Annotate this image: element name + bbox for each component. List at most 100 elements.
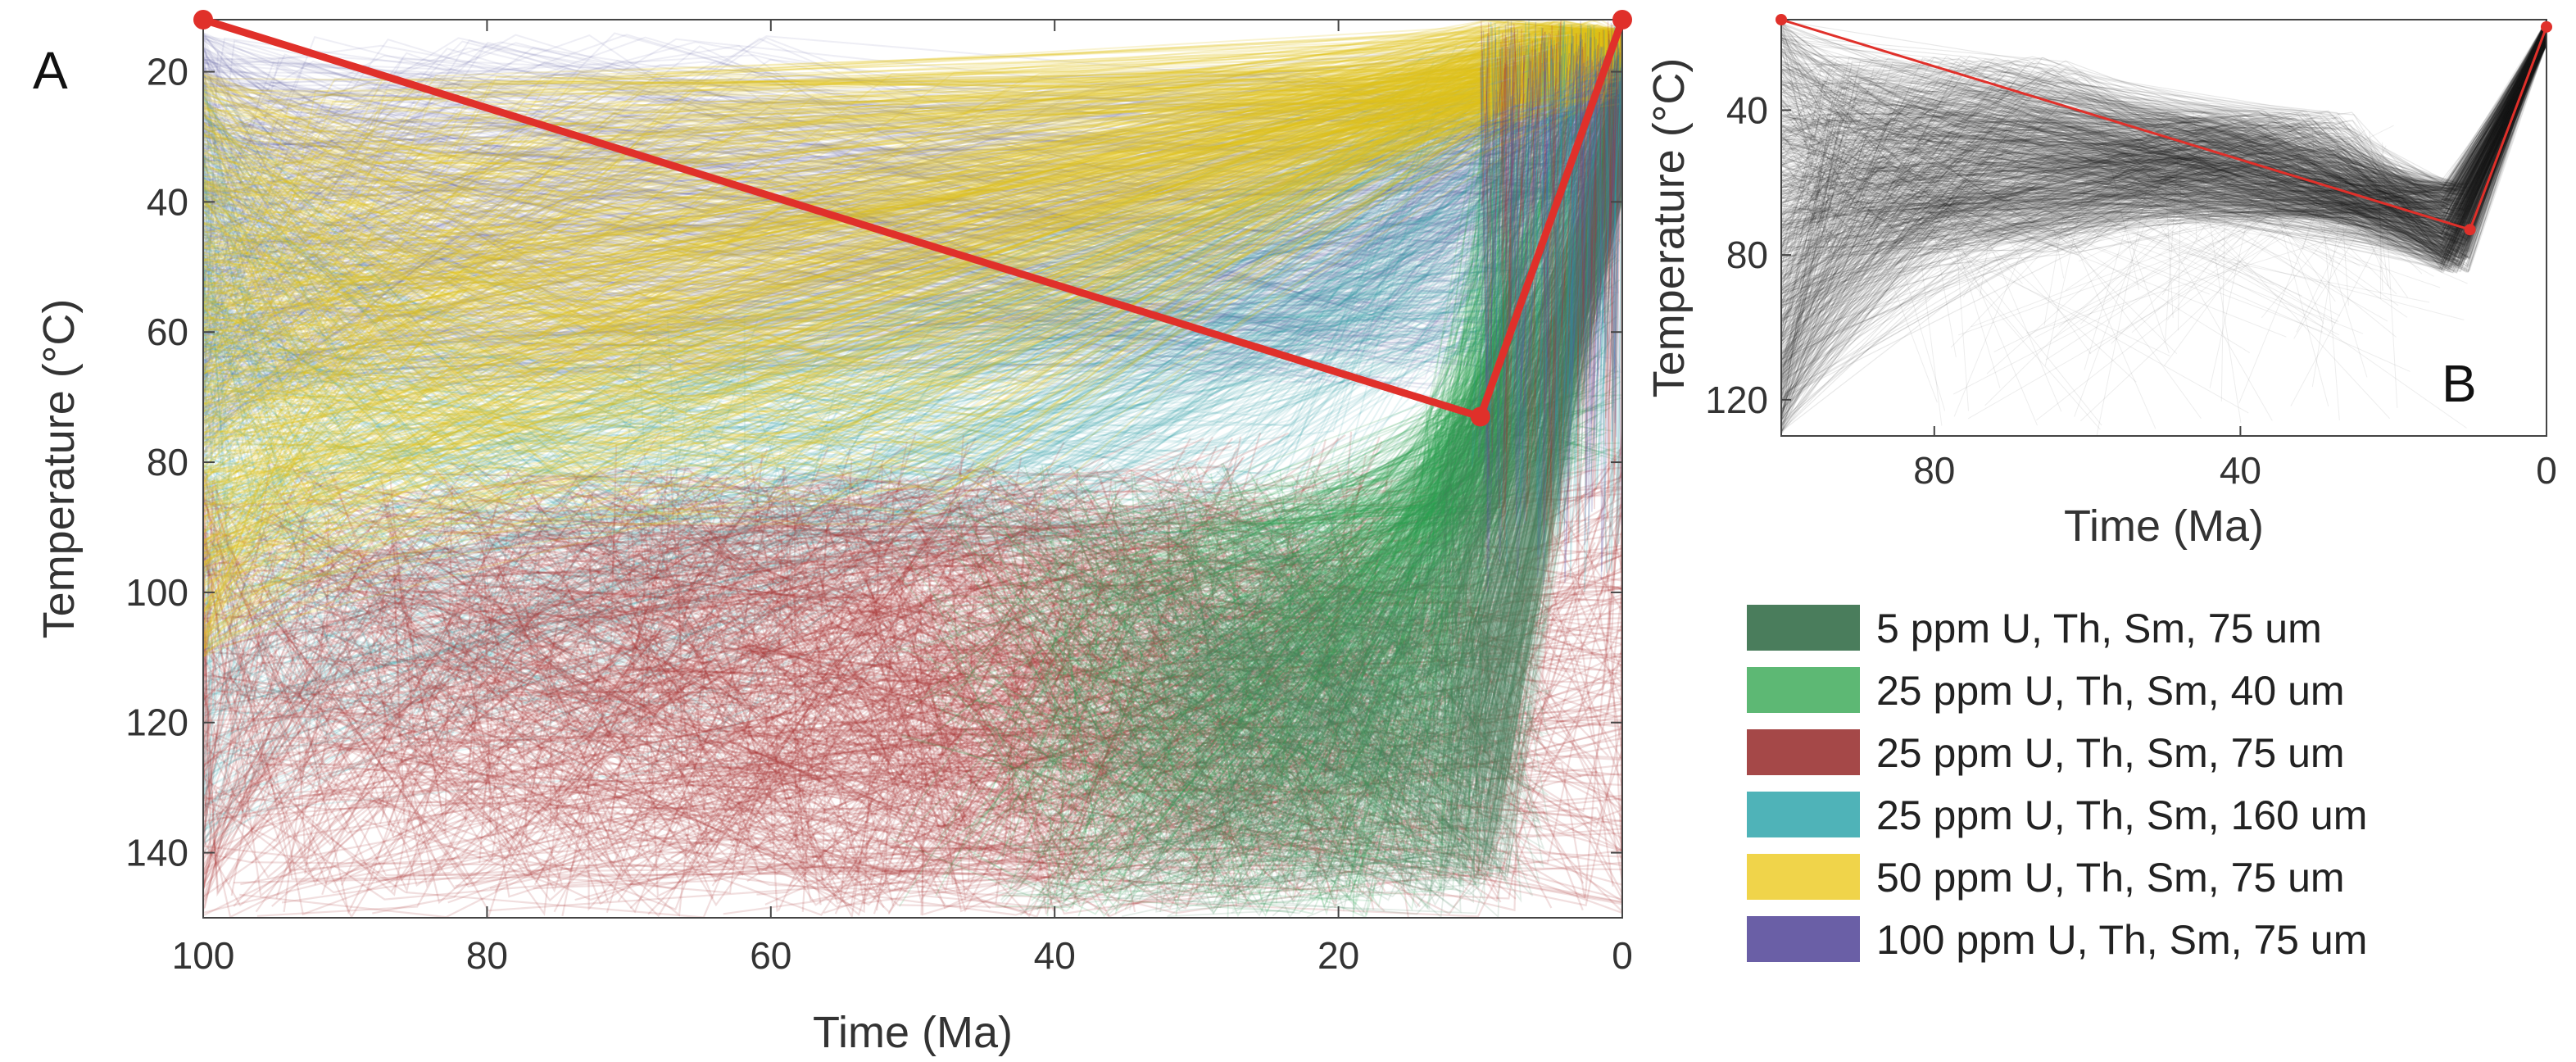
model-path [203,31,1622,346]
model-path [203,31,1622,328]
model-path [203,32,1622,273]
model-path [203,32,1622,202]
model-path [203,31,1622,385]
model-path [203,31,1622,398]
model-path [203,31,1622,414]
panel-a-xlabel: Time (Ma) [813,1008,1013,1057]
model-path [203,32,1622,329]
model-path [203,32,1622,197]
model-path [203,32,1622,372]
model-path [203,32,1622,297]
model-path [203,32,1622,208]
model-path [203,32,1622,257]
model-path [203,32,1622,424]
model-path [203,32,1622,346]
model-path [203,32,1622,246]
model-path [203,32,1622,388]
model-path [203,32,1622,411]
model-path [203,31,1622,216]
model-path [203,32,1622,406]
model-path [203,32,1622,374]
model-path [203,32,1622,262]
model-path [203,32,1622,126]
model-path [203,32,1622,293]
model-path [203,32,1622,384]
model-path [203,32,1622,361]
model-path [203,32,1622,361]
model-path [203,32,1622,373]
x-tick-label: 40 [2220,449,2261,492]
model-path [203,32,1622,449]
model-path [203,31,1622,302]
panel-a-letter: A [33,41,68,100]
model-path [203,32,1622,360]
model-path [203,32,1622,385]
model-path [203,32,1622,424]
model-path [203,32,1622,412]
model-path [203,32,1622,321]
model-path [203,32,1622,300]
model-path [203,32,1622,255]
model-path [203,32,1622,381]
model-path [203,32,1622,278]
model-path [203,32,1622,417]
model-path [203,32,1622,343]
model-path [203,32,1622,330]
model-path [203,32,1622,371]
model-path [203,32,1622,320]
model-path [203,32,1622,266]
model-path [203,32,1622,347]
model-path [203,32,1622,274]
model-path [203,31,1622,286]
model-path [203,32,1622,289]
model-path [203,32,1622,293]
x-tick-label: 0 [1612,934,1633,977]
model-path [203,32,1622,369]
model-path [203,32,1622,223]
model-path [203,32,1622,424]
model-path [203,32,1622,296]
model-path [203,32,1622,320]
model-path [203,32,1622,190]
model-path [203,32,1622,275]
model-path [203,32,1622,454]
model-path [203,32,1622,349]
model-path [203,32,1622,304]
model-path [203,32,1622,359]
model-path [203,32,1622,339]
model-path [203,32,1622,281]
model-path [203,32,1622,432]
model-path [203,32,1622,135]
legend-swatch [1747,605,1860,651]
model-path [203,32,1622,211]
model-path [203,31,1622,374]
model-path [203,32,1622,400]
model-path [203,32,1622,417]
model-path [203,32,1622,439]
model-path [203,32,1622,389]
model-path [203,32,1622,379]
model-path [203,32,1622,135]
model-path [203,32,1622,342]
model-path [203,31,1622,419]
model-path [203,31,1622,338]
model-path [203,32,1622,323]
model-path [203,32,1622,447]
model-path [203,32,1622,270]
model-path [203,32,1622,382]
model-path [203,32,1622,166]
x-tick-label: 20 [1317,934,1359,977]
model-path [203,32,1622,281]
model-path [203,32,1622,402]
model-path [203,32,1622,287]
model-path [203,32,1622,202]
best-fit-node [193,10,213,30]
model-path [203,31,1622,380]
model-path [203,32,1622,295]
model-path [203,31,1622,447]
model-path [203,32,1622,365]
model-path [203,31,1622,369]
model-path [203,31,1622,260]
